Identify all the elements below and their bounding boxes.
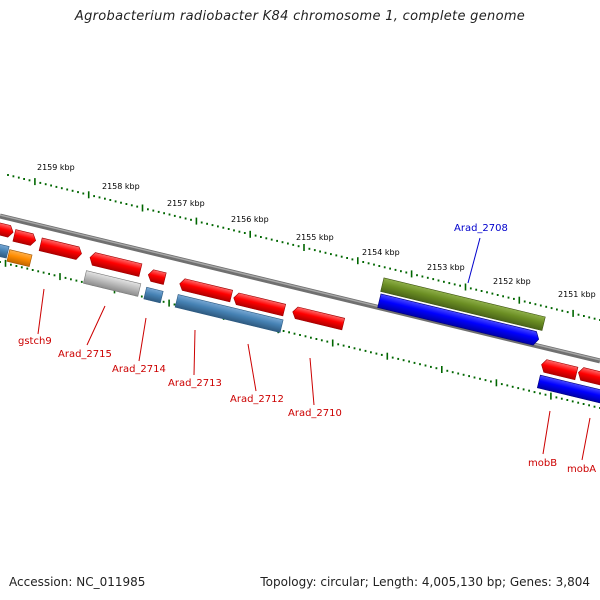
gene-label-gstch9[interactable]: gstch9 [18,336,52,347]
leader-line [138,317,147,362]
ruler-tick-label: 2156 kbp [231,215,269,224]
gene-feature[interactable] [0,221,15,238]
gene-label-arad2713[interactable]: Arad_2713 [168,378,222,389]
leader-line [581,417,591,461]
gene-feature[interactable] [12,229,37,247]
leader-line [309,357,315,406]
gene-label-mobA[interactable]: mobA [567,464,596,475]
gene-label-arad2708[interactable]: Arad_2708 [454,223,508,234]
accession-text: Accession: NC_011985 [9,575,146,589]
label-leader-lines [37,237,591,461]
gene-feature[interactable] [0,241,10,259]
leader-line [542,410,551,455]
gene-feature[interactable] [377,293,541,346]
leader-line [193,329,196,376]
ruler-tick-label: 2158 kbp [102,182,140,191]
gene-label-mobB[interactable]: mobB [528,458,557,469]
gene-label-arad2714[interactable]: Arad_2714 [112,364,166,375]
gene-feature[interactable] [178,278,234,303]
forward-strand-track [0,221,600,388]
ruler-tick-label: 2155 kbp [296,233,334,242]
ruler-tick-label: 2154 kbp [362,248,400,257]
gene-feature[interactable] [147,269,167,285]
ruler-tick-label: 2152 kbp [493,277,531,286]
gene-feature-arad2708[interactable] [380,277,546,331]
gene-feature[interactable] [536,374,600,406]
gene-feature[interactable] [232,292,287,317]
genome-summary-text: Topology: circular; Length: 4,005,130 bp… [260,575,590,589]
leader-line [37,288,45,335]
gene-feature[interactable] [291,306,346,331]
gene-feature[interactable] [6,249,33,268]
map-title: Agrobacterium radiobacter K84 chromosome… [74,9,526,24]
gene-label-arad2712[interactable]: Arad_2712 [230,394,284,405]
gene-label-arad2710[interactable]: Arad_2710 [288,408,342,419]
ruler-tick-label: 2151 kbp [558,290,596,299]
leader-line [247,343,257,392]
ruler-tick-label: 2157 kbp [167,199,205,208]
ruler-tick-label: 2159 kbp [37,163,75,172]
ruler-tick-label: 2153 kbp [427,263,465,272]
gene-feature[interactable] [38,237,83,261]
gene-feature[interactable] [540,359,579,381]
outer-ruler-track [7,174,600,321]
gene-feature[interactable] [83,270,142,297]
gene-feature[interactable] [174,294,284,333]
ruler-labels: 2159 kbp 2158 kbp 2157 kbp 2156 kbp 2155… [37,163,596,299]
gene-label-arad2715[interactable]: Arad_2715 [58,349,112,360]
gene-feature[interactable] [88,252,143,277]
leader-line [86,305,106,346]
reverse-strand-track [0,241,600,406]
leader-line [467,237,481,284]
gene-feature[interactable] [577,367,600,388]
gene-feature[interactable] [143,286,164,304]
gene-labels: gstch9 Arad_2715 Arad_2714 Arad_2713 Ara… [18,223,596,475]
